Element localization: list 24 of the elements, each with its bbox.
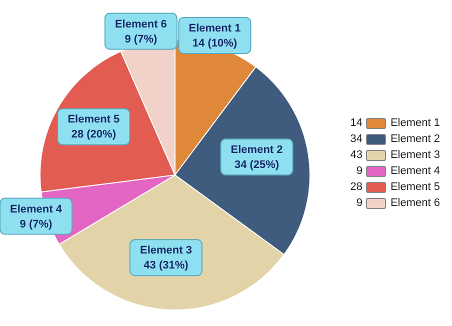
- text: 28: [349, 181, 362, 193]
- data-label: 9 (7%): [20, 218, 53, 230]
- legend-label: Element 2: [390, 133, 440, 145]
- text: 9: [355, 165, 362, 177]
- legend-label: Element 1: [390, 117, 440, 129]
- legend-label: Element 6: [390, 197, 440, 209]
- text: 43: [349, 149, 362, 161]
- slice-label: Element 3: [140, 244, 192, 257]
- text: 14: [349, 117, 362, 129]
- data-label: 14 (10%): [192, 37, 238, 50]
- slice-label: Element 4: [10, 203, 63, 216]
- data-label: 28 (20%): [71, 128, 116, 141]
- data-label: 34 (25%): [234, 158, 280, 171]
- slice-label: Element 1: [188, 22, 241, 34]
- data-label: 43 (31%): [144, 260, 189, 272]
- legend-label: Element 4: [390, 165, 440, 177]
- data-label: 9 (7%): [124, 33, 158, 46]
- legend-label: Element 3: [390, 149, 440, 161]
- slice-label: Element 5: [68, 114, 120, 126]
- text: 9: [355, 197, 362, 209]
- slice-label: Element 6: [114, 18, 167, 30]
- slice-label: Element 2: [230, 144, 283, 156]
- legend-label: Element 5: [390, 181, 440, 193]
- text: 34: [349, 133, 362, 145]
